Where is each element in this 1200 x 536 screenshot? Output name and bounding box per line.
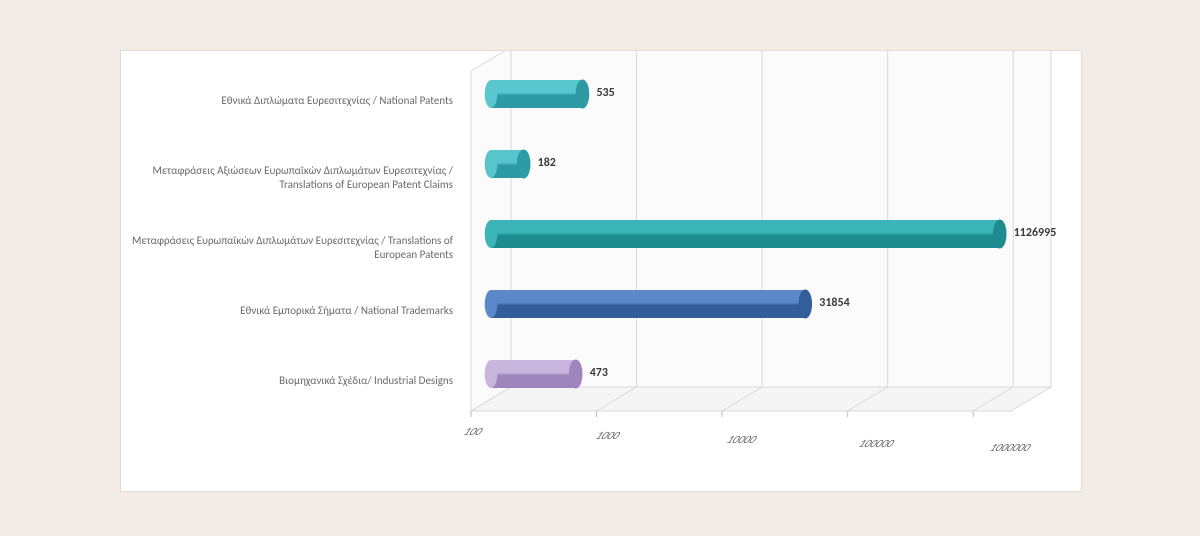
bar-category-label: Εθνικά Διπλώματα Ευρεσιτεχνίας / Nationa… bbox=[123, 94, 471, 108]
bar-value-label: 535 bbox=[596, 86, 614, 100]
bar-value-label: 182 bbox=[538, 156, 556, 170]
bar-category-label: Εθνικά Εμπορικά Σήματα / National Tradem… bbox=[123, 304, 471, 318]
bar-value-label: 31854 bbox=[819, 296, 849, 310]
bar-value-label: 1126995 bbox=[1014, 226, 1057, 240]
bar-value-label: 473 bbox=[590, 366, 608, 380]
bar-category-label: Μεταφράσεις Αξιώσεων Ευρωπαϊκών Διπλωμάτ… bbox=[123, 164, 471, 192]
bar-chart-3d: Εθνικά Διπλώματα Ευρεσιτεχνίας / Nationa… bbox=[121, 51, 1081, 491]
chart-axes bbox=[121, 51, 1081, 491]
bar-category-label: Μεταφράσεις Ευρωπαϊκών Διπλωμάτων Ευρεσι… bbox=[123, 234, 471, 262]
bar-category-label: Βιομηχανικά Σχέδια/ Industrial Designs bbox=[123, 374, 471, 388]
chart-panel: Εθνικά Διπλώματα Ευρεσιτεχνίας / Nationa… bbox=[120, 50, 1082, 492]
stage: Εθνικά Διπλώματα Ευρεσιτεχνίας / Nationa… bbox=[0, 0, 1200, 536]
